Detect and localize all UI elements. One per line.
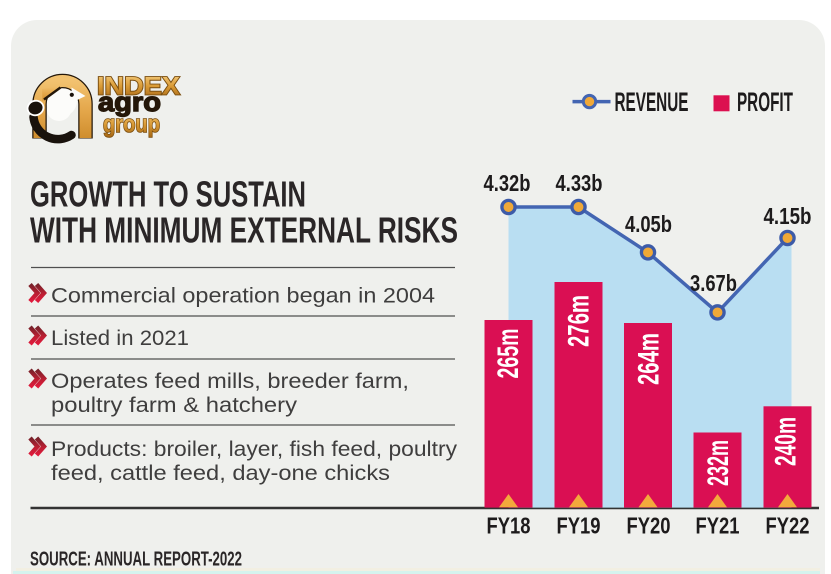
svg-text:REVENUE: REVENUE xyxy=(615,87,689,117)
svg-text:FY18: FY18 xyxy=(487,513,531,539)
svg-text:240m: 240m xyxy=(770,417,803,466)
svg-text:INDEX: INDEX xyxy=(97,73,180,101)
svg-text:group: group xyxy=(103,111,160,138)
svg-text:feed, cattle feed, day-one chi: feed, cattle feed, day-one chicks xyxy=(51,462,390,485)
svg-text:265m: 265m xyxy=(492,329,525,379)
svg-text:SOURCE: ANNUAL REPORT-2022: SOURCE: ANNUAL REPORT-2022 xyxy=(30,548,242,571)
svg-text:276m: 276m xyxy=(563,295,596,347)
svg-text:poultry farm & hatchery: poultry farm & hatchery xyxy=(51,394,298,417)
svg-text:4.32b: 4.32b xyxy=(484,170,531,196)
svg-text:FY20: FY20 xyxy=(627,513,671,539)
svg-text:Operates feed mills, breeder f: Operates feed mills, breeder farm, xyxy=(51,370,409,393)
svg-text:FY22: FY22 xyxy=(766,513,810,539)
svg-text:WITH MINIMUM EXTERNAL RISKS: WITH MINIMUM EXTERNAL RISKS xyxy=(30,210,458,251)
svg-text:Commercial operation began in: Commercial operation began in 2004 xyxy=(51,284,435,307)
svg-text:agro: agro xyxy=(98,87,161,117)
svg-text:FY19: FY19 xyxy=(557,513,601,539)
svg-text:Listed in 2021: Listed in 2021 xyxy=(51,327,189,350)
svg-text:264m: 264m xyxy=(633,333,666,385)
svg-text:GROWTH TO SUSTAIN: GROWTH TO SUSTAIN xyxy=(30,174,306,215)
svg-text:Products: broiler, layer, fish: Products: broiler, layer, fish feed, pou… xyxy=(51,438,458,461)
svg-text:PROFIT: PROFIT xyxy=(737,87,793,117)
svg-text:4.05b: 4.05b xyxy=(625,211,672,237)
svg-text:3.67b: 3.67b xyxy=(690,270,737,296)
svg-text:4.15b: 4.15b xyxy=(764,203,812,229)
svg-text:232m: 232m xyxy=(702,440,735,486)
svg-text:FY21: FY21 xyxy=(696,513,740,539)
svg-text:4.33b: 4.33b xyxy=(556,170,603,196)
